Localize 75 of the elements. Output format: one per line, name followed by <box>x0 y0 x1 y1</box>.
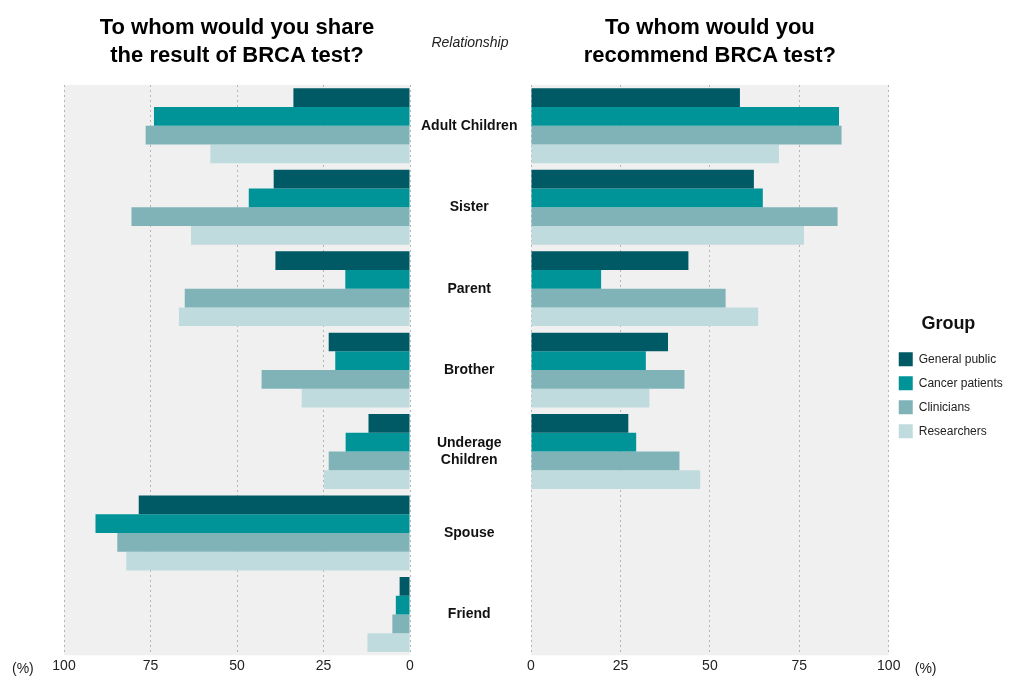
bar <box>301 388 410 408</box>
bar <box>293 88 410 107</box>
bar <box>392 614 410 634</box>
bar <box>531 88 740 107</box>
x-tick-label: 100 <box>877 657 901 674</box>
bar <box>531 251 689 270</box>
bar <box>531 370 685 389</box>
bar <box>531 351 646 371</box>
bar <box>531 307 759 327</box>
bar <box>368 414 410 433</box>
bar <box>531 414 629 433</box>
x-tick-label: 100 <box>52 657 76 674</box>
bar <box>531 125 842 145</box>
legend-label: Cancer patients <box>918 375 1003 390</box>
bar <box>248 188 410 208</box>
bar <box>210 144 410 164</box>
x-tick-label: 75 <box>791 657 808 674</box>
bar <box>345 269 410 289</box>
bar <box>328 451 410 471</box>
bar <box>273 169 410 189</box>
bar <box>367 633 410 652</box>
bar <box>531 288 726 308</box>
x-tick-label: 0 <box>527 657 536 674</box>
bar <box>153 106 410 126</box>
bar <box>178 307 410 327</box>
x-tick-label: 75 <box>142 657 159 674</box>
bar <box>126 551 410 571</box>
bar <box>145 125 410 145</box>
bar <box>531 332 669 352</box>
bar <box>131 207 410 226</box>
bar <box>184 288 410 308</box>
y-axis-title: Relationship <box>431 34 509 50</box>
x-tick-label: 25 <box>612 657 629 674</box>
x-tick-label: 25 <box>315 657 332 674</box>
bar <box>531 269 602 289</box>
bar <box>531 207 838 226</box>
bar <box>335 351 410 371</box>
legend-title: Group <box>921 312 976 333</box>
y-tick-label: Parent <box>447 279 492 296</box>
legend-label: General public <box>918 351 997 366</box>
chart-title: To whom would you share the result of BRCA test? <box>99 14 375 67</box>
y-tick-label: Sister <box>449 198 490 215</box>
bar <box>531 225 804 245</box>
bar <box>531 144 779 164</box>
bar <box>261 370 410 389</box>
bar <box>395 595 410 615</box>
y-tick-label: Brother <box>443 360 496 377</box>
x-tick-label: 0 <box>406 657 415 674</box>
y-tick-label: Underage Children <box>436 434 502 467</box>
y-tick-label: Friend <box>447 605 491 622</box>
bar <box>531 106 840 126</box>
x-axis-title: (%) <box>12 660 34 677</box>
y-tick-label: Spouse <box>443 523 495 540</box>
bar <box>531 188 763 208</box>
chart-title: To whom would you recommend BRCA test? <box>583 14 836 67</box>
bar <box>531 470 701 490</box>
bar <box>399 577 410 596</box>
bar <box>190 225 410 245</box>
y-tick-label: Adult Children <box>421 116 518 133</box>
bar <box>117 533 410 552</box>
bar <box>531 432 637 452</box>
bar <box>531 388 650 408</box>
x-axis-title: (%) <box>914 660 937 677</box>
bar <box>323 470 410 490</box>
legend-label: Clinicians <box>918 399 971 414</box>
bar <box>275 251 410 270</box>
bar <box>531 451 680 471</box>
bar <box>138 495 410 515</box>
bar <box>328 332 410 352</box>
legend-label: Researchers <box>918 423 987 438</box>
bar <box>95 514 410 534</box>
x-tick-label: 50 <box>229 657 245 674</box>
bar <box>345 432 410 452</box>
bar <box>531 169 754 189</box>
x-tick-label: 50 <box>702 657 718 674</box>
